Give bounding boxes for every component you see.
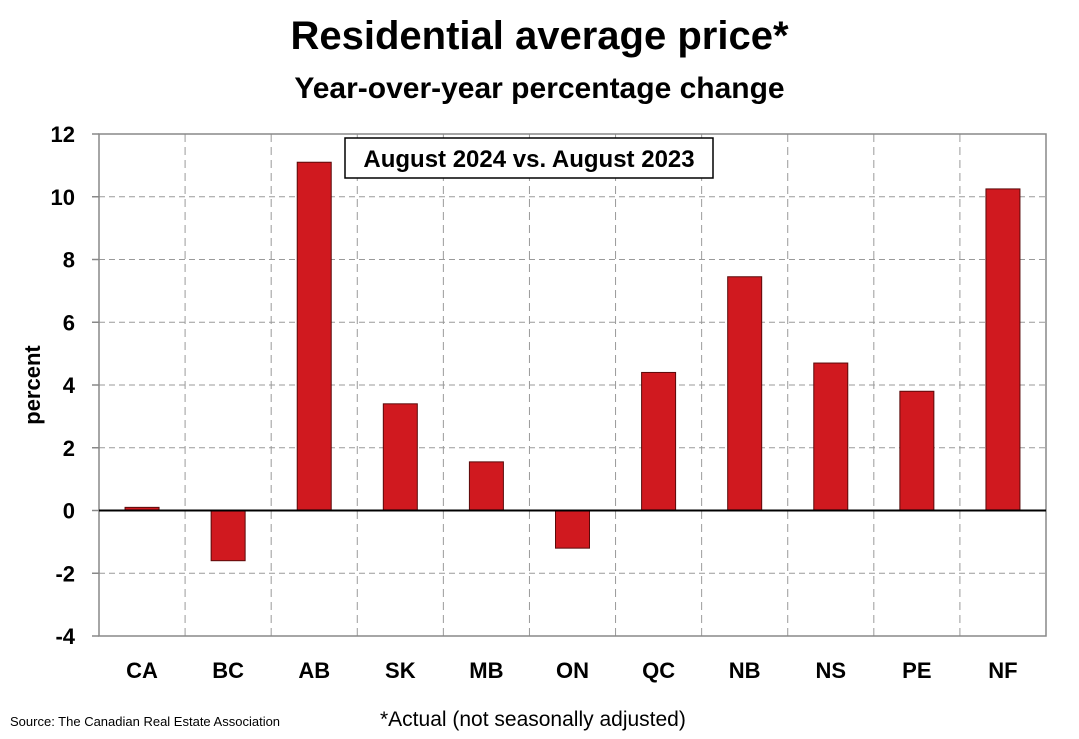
annotation-text: August 2024 vs. August 2023 (363, 146, 694, 173)
x-tick-label: BC (212, 658, 244, 683)
y-tick-label: 4 (63, 373, 76, 398)
source-note: Source: The Canadian Real Estate Associa… (10, 714, 281, 729)
footnote: *Actual (not seasonally adjusted) (380, 708, 686, 731)
bar-nb (727, 276, 763, 511)
x-tick-label: AB (298, 658, 330, 683)
x-tick-label: NS (815, 658, 846, 683)
bar-ab (296, 161, 332, 512)
chart-title: Residential average price* (290, 14, 789, 58)
y-tick-label: 0 (63, 499, 75, 524)
x-tick-label: QC (642, 658, 675, 683)
chart-subtitle: Year-over-year percentage change (294, 72, 785, 105)
x-tick-labels: CA BC AB SK MB ON QC NB NS PE NF (126, 658, 1017, 683)
bar-on (555, 510, 590, 549)
y-tick-label: 12 (51, 122, 75, 147)
y-tick-label: -2 (55, 561, 75, 586)
bar-nf (985, 188, 1021, 511)
bar-bc (210, 510, 246, 562)
bar-qc (641, 371, 677, 512)
y-tick-label: 2 (63, 436, 75, 461)
x-tick-label: MB (469, 658, 503, 683)
y-tick-labels: -4 -2 0 2 4 6 8 10 12 (51, 122, 99, 649)
x-tick-label: NB (729, 658, 761, 683)
grid-lines (99, 134, 1046, 636)
x-tick-label: CA (126, 658, 158, 683)
y-tick-label: 6 (63, 310, 75, 335)
y-tick-label: 8 (63, 248, 75, 273)
bars (124, 161, 1021, 562)
x-tick-label: SK (385, 658, 416, 683)
x-tick-label: ON (556, 658, 589, 683)
x-tick-label: NF (988, 658, 1017, 683)
bar-ns (813, 362, 849, 511)
y-tick-label: 10 (51, 185, 75, 210)
y-tick-label: -4 (55, 624, 75, 649)
bar-pe (899, 390, 935, 511)
annotation-box: August 2024 vs. August 2023 (344, 137, 714, 179)
bar-mb (468, 461, 504, 511)
x-tick-label: PE (902, 658, 931, 683)
y-axis-label: percent (20, 345, 45, 425)
bar-sk (382, 403, 418, 512)
